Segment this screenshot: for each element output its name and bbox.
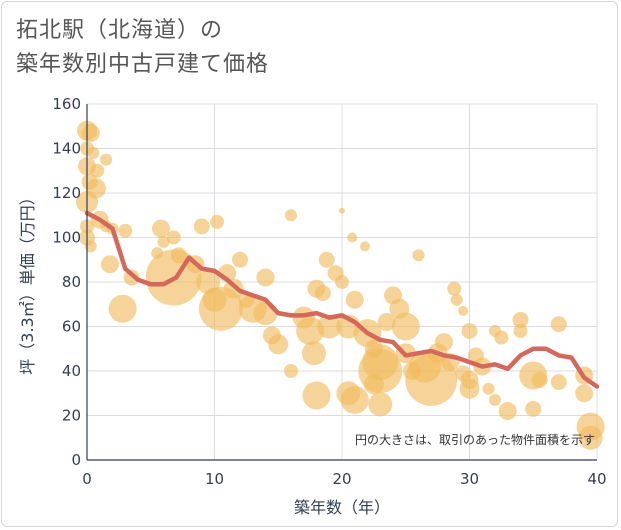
bubble-point	[232, 251, 248, 268]
bubble-point	[210, 214, 225, 229]
bubble-point	[314, 285, 331, 302]
y-tick-label: 60	[62, 318, 81, 336]
x-tick-label: 40	[587, 470, 606, 488]
bubble-point	[317, 314, 342, 339]
bubble-point	[90, 163, 105, 178]
bubble-point	[100, 153, 113, 166]
tick-labels: 0 10 20 30 40 0 20 40 60 80 100 120 140 160	[52, 95, 606, 488]
chart-title: 拓北駅（北海道）の 築年数別中古戸建て価格	[16, 18, 270, 77]
x-tick-label: 10	[205, 470, 224, 488]
bubble-point	[512, 311, 529, 328]
bubble-point	[391, 312, 420, 341]
bubble-point	[108, 294, 137, 323]
bubble-point	[81, 123, 100, 142]
bubble-point	[489, 393, 501, 406]
bubble-point	[284, 364, 298, 378]
bubble-point	[531, 371, 548, 388]
bubble-point	[318, 251, 335, 268]
bubble-point	[118, 223, 133, 238]
y-tick-label: 120	[52, 184, 81, 202]
bubble-point	[550, 316, 567, 333]
y-axis-label: 坪（3.3㎡）単価（万円）	[18, 189, 37, 374]
bubble-point	[253, 301, 278, 326]
bubble-point	[578, 425, 603, 450]
y-tick-label: 140	[52, 140, 81, 158]
y-tick-label: 80	[62, 273, 81, 291]
y-tick-label: 100	[52, 229, 81, 247]
bubble-point	[347, 232, 358, 243]
bubble-point	[363, 374, 384, 395]
bubble-point	[377, 313, 396, 332]
axes	[86, 104, 597, 461]
bubble-point	[302, 381, 331, 410]
bubble-point	[345, 290, 364, 309]
bubble-point	[268, 334, 289, 355]
bubble-point	[285, 209, 297, 222]
bubble-point	[339, 207, 345, 214]
x-axis-label: 築年数（年）	[294, 498, 390, 517]
y-tick-label: 0	[71, 451, 81, 469]
bubble-point	[87, 146, 100, 159]
bubble-point	[84, 240, 97, 253]
x-tick-label: 30	[460, 470, 479, 488]
bubble-size-note: 円の大きさは、取引のあった物件面積を示す	[355, 432, 595, 447]
bubble-point	[256, 268, 275, 287]
bubble-point	[513, 323, 528, 338]
bubble-point	[340, 385, 369, 414]
bubble-point	[458, 305, 469, 316]
bubble-point	[550, 374, 567, 391]
bubble-point	[575, 384, 594, 403]
y-tick-label: 160	[52, 95, 81, 113]
bubble-point	[450, 293, 463, 306]
bubble-point	[296, 316, 325, 345]
bubble-point	[359, 241, 370, 252]
x-tick-label: 0	[82, 470, 92, 488]
bubble-point	[151, 219, 170, 238]
bubble-point	[301, 341, 326, 366]
y-tick-label: 40	[62, 362, 81, 380]
bubble-point	[412, 249, 425, 262]
y-tick-label: 20	[62, 407, 81, 425]
bubble-point	[447, 281, 462, 296]
bubble-point	[166, 230, 181, 245]
bubble-point	[498, 402, 517, 421]
bubble-point	[525, 400, 542, 417]
bubble-point	[193, 218, 210, 235]
bubble-point	[435, 333, 453, 352]
bubble-point	[461, 322, 478, 339]
bubble-point	[482, 382, 495, 395]
trend-line	[84, 210, 600, 389]
bubble-point	[157, 235, 170, 248]
bubble-point	[368, 392, 393, 417]
x-tick-label: 20	[332, 470, 351, 488]
bubble-point	[335, 275, 349, 289]
bubble-point	[494, 330, 509, 345]
bubble-point	[459, 378, 480, 399]
trend-layer	[84, 210, 600, 389]
bubble-point	[100, 255, 119, 274]
